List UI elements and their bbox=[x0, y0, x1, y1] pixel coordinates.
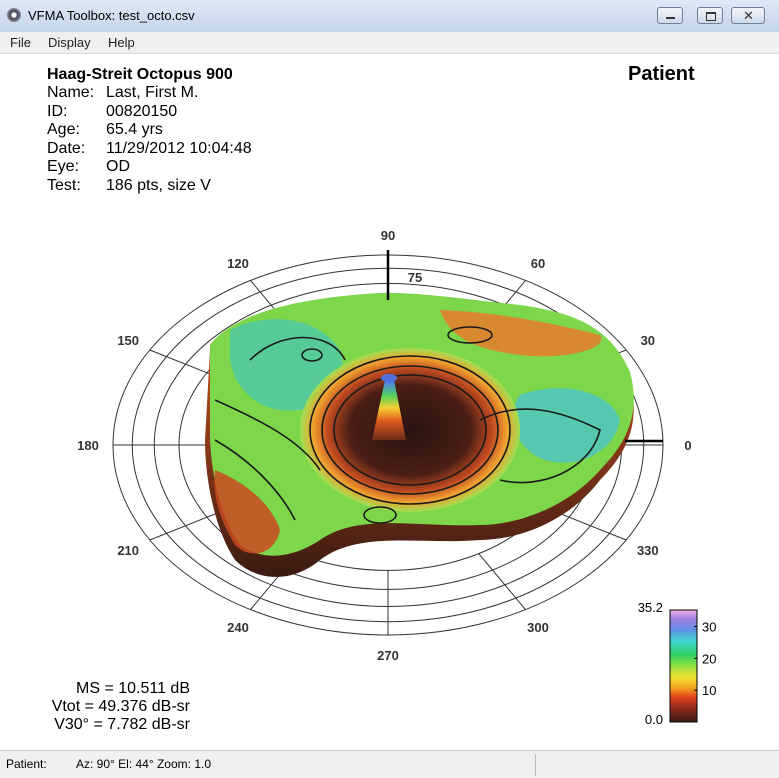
colorbar: 35.2 30 20 10 0.0 bbox=[638, 600, 717, 727]
field-value: 186 pts, size V bbox=[106, 176, 211, 194]
status-view: Az: 90° El: 44° Zoom: 1.0 bbox=[76, 757, 211, 771]
title-bar: VFMA Toolbox: test_octo.csv ✕ bbox=[0, 0, 779, 33]
field-value: OD bbox=[106, 158, 130, 175]
colorbar-label: 20 bbox=[702, 651, 716, 666]
polar-labels: 0 30 60 90 120 150 180 210 240 270 300 330 75 bbox=[77, 228, 691, 663]
grid-spoke bbox=[478, 553, 526, 610]
surface-patch bbox=[230, 319, 343, 411]
field-label: Eye: bbox=[47, 158, 80, 175]
angle-label: 270 bbox=[377, 648, 399, 663]
stat-line: MS = 10.511 dB bbox=[76, 680, 190, 697]
field-value: 65.4 yrs bbox=[106, 121, 163, 138]
contour-lines bbox=[214, 326, 601, 524]
angle-label: 330 bbox=[637, 543, 659, 558]
angle-label: 30 bbox=[641, 333, 655, 348]
field-label: Test: bbox=[47, 176, 81, 194]
colorbar-label: 35.2 bbox=[638, 600, 663, 615]
colorbar-label: 0.0 bbox=[645, 712, 663, 727]
surface-pit bbox=[300, 348, 520, 512]
surface-peak bbox=[372, 376, 406, 440]
colorbar-label: 30 bbox=[702, 620, 716, 635]
stat-line: V30° = 7.782 dB-sr bbox=[54, 716, 190, 733]
angle-label: 60 bbox=[531, 256, 545, 271]
field-label: Date: bbox=[47, 139, 86, 157]
surface-patch bbox=[513, 388, 620, 463]
field-surface bbox=[205, 292, 634, 577]
angle-label: 150 bbox=[117, 333, 139, 348]
minimize-button[interactable] bbox=[657, 7, 683, 24]
field-value: 00820150 bbox=[106, 102, 178, 120]
angle-label: 0 bbox=[684, 438, 691, 453]
field-label: Name: bbox=[47, 84, 95, 101]
surface-patch bbox=[214, 470, 280, 554]
field-label: ID: bbox=[47, 102, 68, 120]
menu-bar: File Display Help bbox=[0, 32, 779, 54]
colorbar-label: 10 bbox=[702, 683, 716, 698]
menu-item[interactable]: Display bbox=[48, 35, 91, 50]
angle-label: 240 bbox=[227, 620, 249, 635]
angle-label: 300 bbox=[527, 620, 549, 635]
surface-patch bbox=[440, 310, 602, 357]
field-value: Last, First M. bbox=[106, 84, 199, 101]
patient-heading: Patient bbox=[628, 63, 695, 85]
colorbar-gradient bbox=[669, 609, 698, 723]
field-label: Age: bbox=[47, 121, 80, 138]
status-label: Patient: bbox=[6, 757, 47, 771]
device-name: Haag-Streit Octopus 900 bbox=[47, 66, 233, 83]
angle-label: 90 bbox=[381, 228, 395, 243]
window-title: VFMA Toolbox: test_octo.csv bbox=[28, 8, 195, 23]
surface-peak-top bbox=[381, 374, 397, 382]
radial-label: 75 bbox=[408, 270, 422, 285]
menu-item[interactable]: File bbox=[10, 35, 31, 50]
angle-label: 180 bbox=[77, 438, 99, 453]
stat-line: Vtot = 49.376 dB-sr bbox=[51, 698, 190, 715]
app-icon bbox=[7, 8, 21, 22]
field-value: 11/29/2012 10:04:48 bbox=[106, 139, 252, 157]
close-button[interactable]: ✕ bbox=[731, 7, 765, 24]
angle-label: 120 bbox=[227, 256, 249, 271]
angle-label: 210 bbox=[117, 543, 139, 558]
menu-item[interactable]: Help bbox=[108, 35, 135, 50]
status-bar: Patient: Az: 90° El: 44° Zoom: 1.0 bbox=[0, 750, 779, 778]
maximize-button[interactable] bbox=[697, 7, 723, 24]
visual-field-plot: 0 30 60 90 120 150 180 210 240 270 300 330 75 35.2 30… bbox=[77, 228, 717, 727]
